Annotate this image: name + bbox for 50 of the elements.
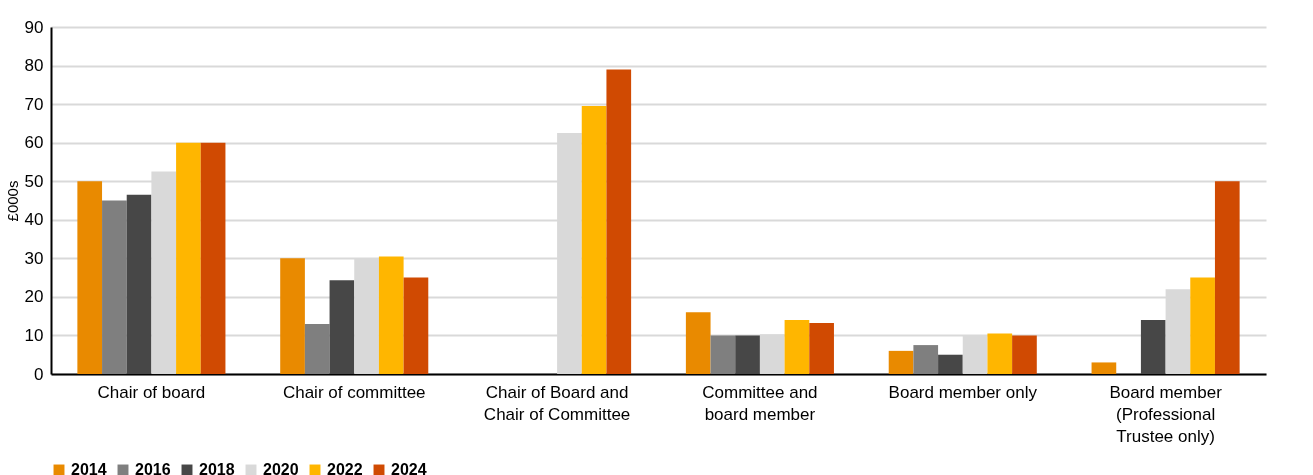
x-tick-label: Board member only xyxy=(888,382,1038,402)
y-tick-label: 10 xyxy=(24,325,44,345)
bar xyxy=(176,142,201,374)
x-tick-label: Chair of board xyxy=(97,382,206,402)
y-tick-label: 20 xyxy=(24,287,44,307)
bar xyxy=(987,333,1013,374)
bar xyxy=(735,335,760,374)
legend-label: 2022 xyxy=(327,461,363,475)
y-tick-label: 80 xyxy=(24,56,44,76)
bar xyxy=(378,256,404,374)
legend-label: 2020 xyxy=(263,461,299,475)
bar xyxy=(888,350,914,374)
bar xyxy=(1140,320,1166,374)
bar xyxy=(581,106,607,374)
x-tick-label: Chair of committee xyxy=(282,382,426,402)
bar xyxy=(1190,277,1215,374)
y-tick-label: 70 xyxy=(24,94,44,114)
bar xyxy=(606,69,632,374)
legend-label: 2014 xyxy=(71,461,107,475)
y-tick-label: 30 xyxy=(24,248,44,268)
bar xyxy=(938,354,963,374)
bar xyxy=(304,323,330,374)
y-tick-label: 60 xyxy=(24,133,44,153)
bar xyxy=(329,280,355,374)
y-tick-label: 40 xyxy=(24,210,44,230)
bar xyxy=(685,312,711,374)
bar xyxy=(710,335,736,374)
y-tick-label: 90 xyxy=(24,17,44,37)
bar xyxy=(913,345,939,374)
y-tick-label: 0 xyxy=(34,364,44,384)
bar xyxy=(759,334,785,374)
bar xyxy=(126,194,152,374)
x-tick-label: Committee and board member xyxy=(702,382,818,424)
bar xyxy=(1091,362,1117,374)
bar xyxy=(784,320,810,374)
y-axis-title: £000s xyxy=(3,180,21,222)
legend-label: 2018 xyxy=(199,461,235,475)
x-tick-label: Chair of Board and Chair of Committee xyxy=(483,382,631,424)
bar xyxy=(403,277,429,374)
bar xyxy=(809,323,834,374)
bar xyxy=(102,200,127,374)
x-tick-label: Board member (Professional Trustee only) xyxy=(1109,382,1223,446)
bar xyxy=(200,142,226,374)
legend-label: 2016 xyxy=(135,461,171,475)
bar xyxy=(1214,181,1240,374)
y-tick-label: 50 xyxy=(24,171,44,191)
legend-label: 2024 xyxy=(391,461,427,475)
bar xyxy=(77,181,103,374)
bar xyxy=(1012,335,1037,374)
bar xyxy=(280,258,305,374)
